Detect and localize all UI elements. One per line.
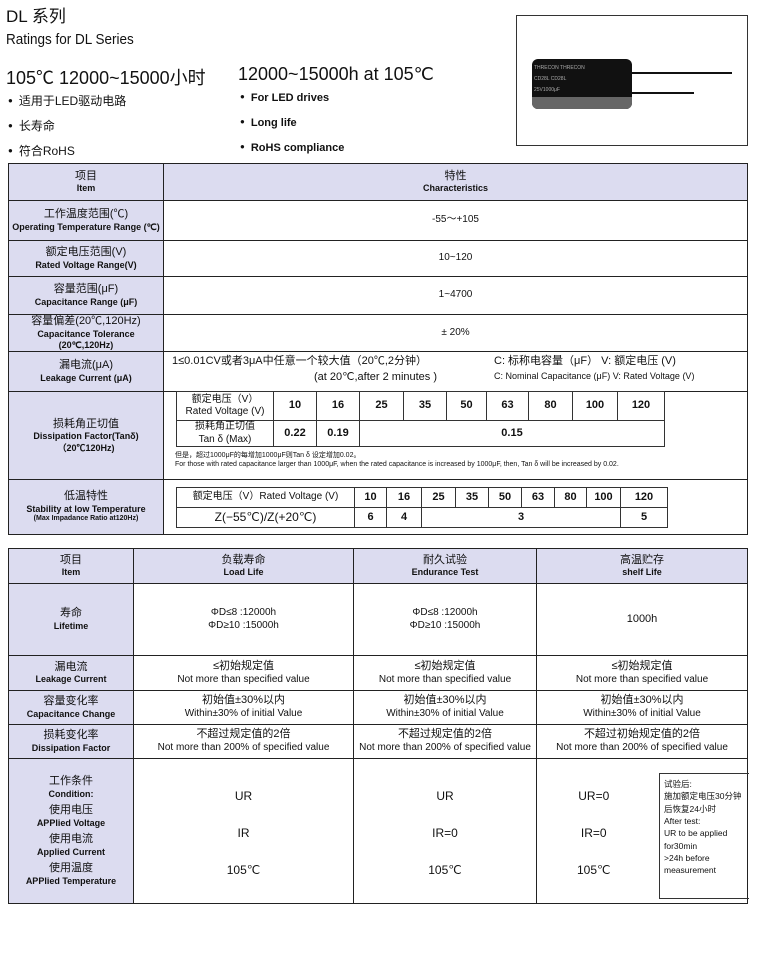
- lead-wire: [632, 92, 694, 94]
- voltage-range-value: 10~120: [163, 240, 748, 277]
- lead-wire: [632, 72, 732, 74]
- dissipation-note-cn: 但是，超过1000μF的每增加1000μF则Tan δ 设定增加0.02。: [175, 452, 361, 459]
- ratings-table: 项目 Item 特性 Characteristics 工作温度范围(℃) Operat…: [8, 163, 748, 536]
- condition-label: 工作条件 Condition: 使用电压 APPlied Voltage 使用电流 A…: [8, 758, 134, 904]
- characteristics-header: 特性 Characteristics: [163, 163, 748, 201]
- item-header: 项目 Item: [8, 163, 164, 201]
- feature-en: For LED drives: [240, 92, 329, 104]
- feature-cn: 长寿命: [8, 117, 55, 134]
- life-table: 项目 Item 负载寿命 Load Life 耐久试验 Endurance Test …: [8, 548, 749, 904]
- leakage-value: 1≤0.01CV或者3μA中任意一个较大值（20℃,2分钟） (at 20℃,a…: [163, 351, 748, 393]
- dissipation-table: 额定电压（V） Rated Voltage (V) 10 16 25 35 50 63 80 1…: [176, 391, 665, 447]
- dissipation-note-en: For those with rated capacitance larger …: [175, 461, 619, 468]
- series-title: DL 系列: [6, 7, 66, 26]
- operating-temp-value: -55～+105: [163, 200, 748, 241]
- feature-en: Long life: [240, 117, 297, 129]
- capacitance-range-value: 1~4700: [163, 276, 748, 315]
- life-en: 12000~15000h at 105℃: [238, 64, 434, 84]
- feature-cn: 符合RoHS: [8, 142, 75, 159]
- capacitor-icon: THRECON THRECON CD28L CD28L 25V1000μF: [532, 59, 632, 109]
- after-test-note: 试验后: 施加额定电压30分钟 后恢复24小时 After test: UR to be…: [659, 773, 749, 899]
- product-image: THRECON THRECON CD28L CD28L 25V1000μF: [516, 15, 748, 146]
- tolerance-value: ± 20%: [163, 313, 748, 353]
- life-cn: 105℃ 12000~15000小时: [6, 68, 206, 88]
- feature-en: RoHS compliance: [240, 142, 345, 154]
- series-subtitle: Ratings for DL Series: [6, 31, 134, 48]
- feature-cn: 适用于LED驱动电路: [8, 92, 126, 109]
- low-temp-table: 额定电压（V）Rated Voltage (V) 10 16 25 35 50 63 80 1…: [176, 487, 668, 528]
